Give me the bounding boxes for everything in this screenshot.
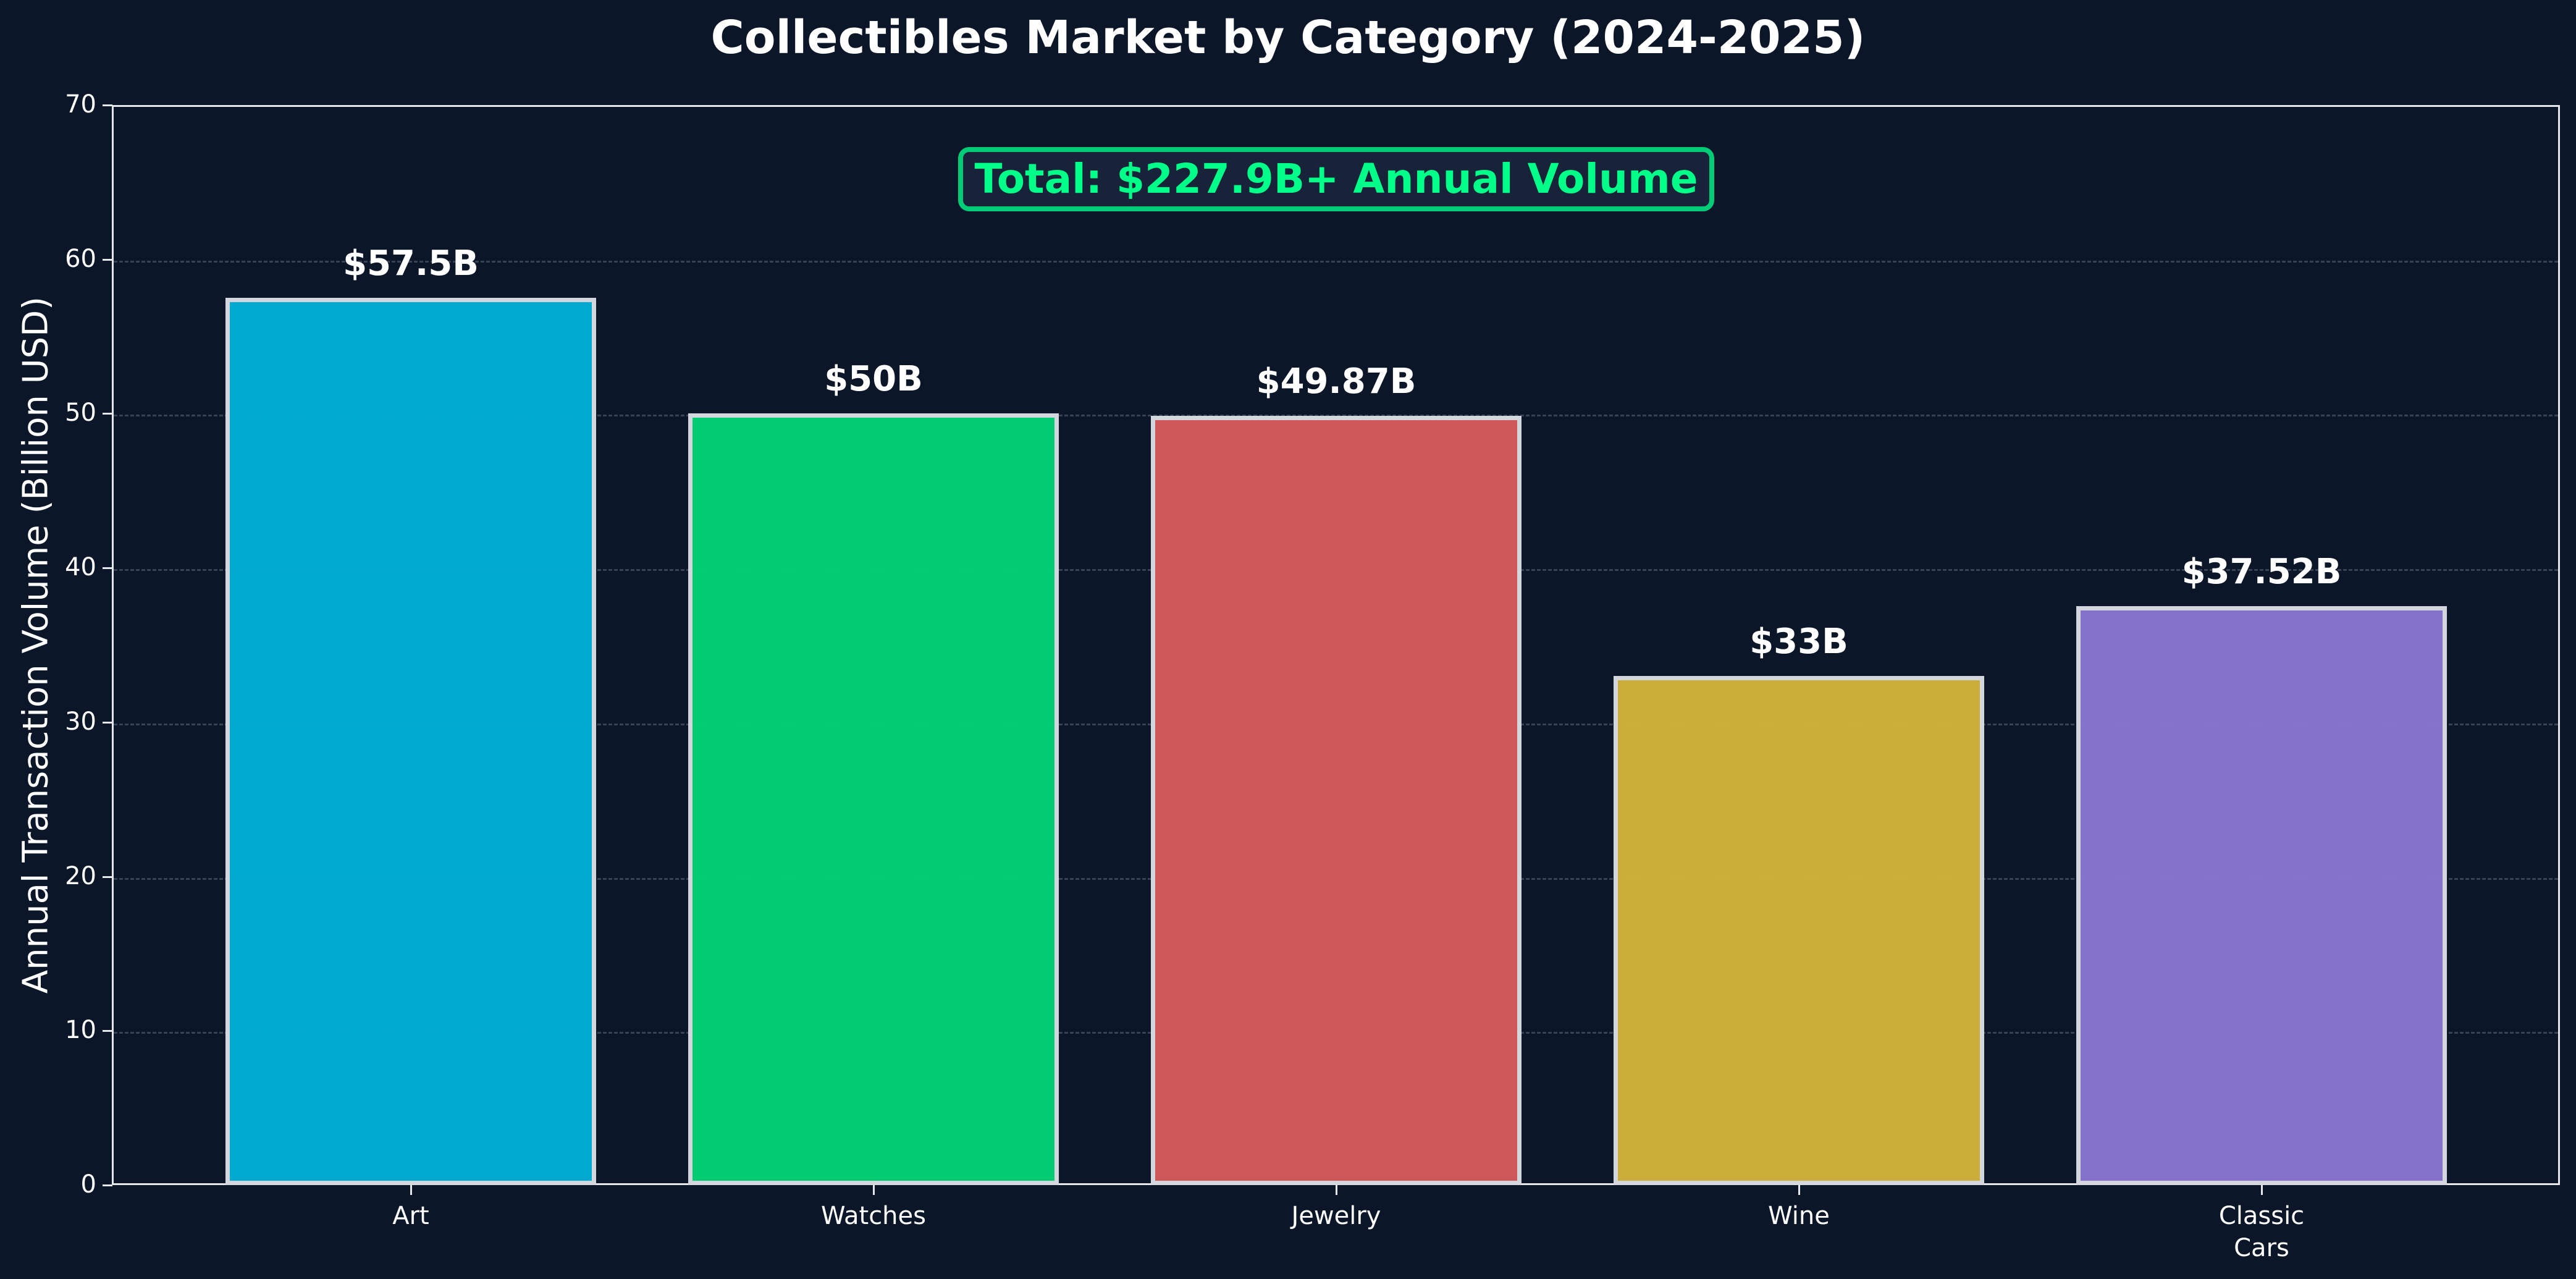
y-tick-mark xyxy=(103,876,112,878)
bar-value-label: $37.52B xyxy=(2181,552,2342,593)
x-tick-mark xyxy=(410,1185,412,1195)
y-tick-label: 20 xyxy=(65,861,96,890)
bar-value-label: $49.87B xyxy=(1256,361,1416,402)
bar-value-label: $57.5B xyxy=(343,243,479,284)
total-annotation: Total: $227.9B+ Annual Volume xyxy=(958,147,1714,211)
x-tick-mark xyxy=(1336,1185,1337,1195)
y-tick-mark xyxy=(103,721,112,724)
y-tick-mark xyxy=(103,567,112,570)
x-tick-mark xyxy=(873,1185,875,1195)
y-tick-label: 60 xyxy=(65,244,96,273)
y-tick-label: 50 xyxy=(65,399,96,428)
y-tick-mark xyxy=(103,104,112,106)
y-tick-mark xyxy=(103,1030,112,1032)
x-tick-mark xyxy=(2261,1185,2263,1195)
bar-wine xyxy=(1614,675,1984,1185)
y-tick-mark xyxy=(103,1184,112,1186)
x-tick-label: Wine xyxy=(1768,1202,1830,1230)
chart-title: Collectibles Market by Category (2024-20… xyxy=(710,11,1866,64)
x-tick-label: Watches xyxy=(821,1202,926,1230)
bar-watches xyxy=(688,413,1059,1185)
bar-value-label: $33B xyxy=(1749,621,1848,662)
bar-jewelry xyxy=(1151,415,1522,1185)
x-tick-mark xyxy=(1798,1185,1800,1195)
y-tick-mark xyxy=(103,413,112,415)
x-tick-label: Art xyxy=(392,1202,429,1230)
bar-classic-cars xyxy=(2076,606,2447,1185)
gridline xyxy=(114,260,2558,263)
y-tick-label: 70 xyxy=(65,90,96,119)
bar-art xyxy=(225,298,596,1185)
y-tick-label: 10 xyxy=(65,1016,96,1045)
y-tick-mark xyxy=(103,258,112,261)
x-tick-label: Classic Cars xyxy=(2218,1202,2305,1262)
y-tick-label: 0 xyxy=(80,1170,96,1199)
y-tick-label: 40 xyxy=(65,553,96,582)
bar-value-label: $50B xyxy=(824,359,923,400)
y-tick-label: 30 xyxy=(65,707,96,736)
x-tick-label: Jewelry xyxy=(1291,1202,1381,1230)
